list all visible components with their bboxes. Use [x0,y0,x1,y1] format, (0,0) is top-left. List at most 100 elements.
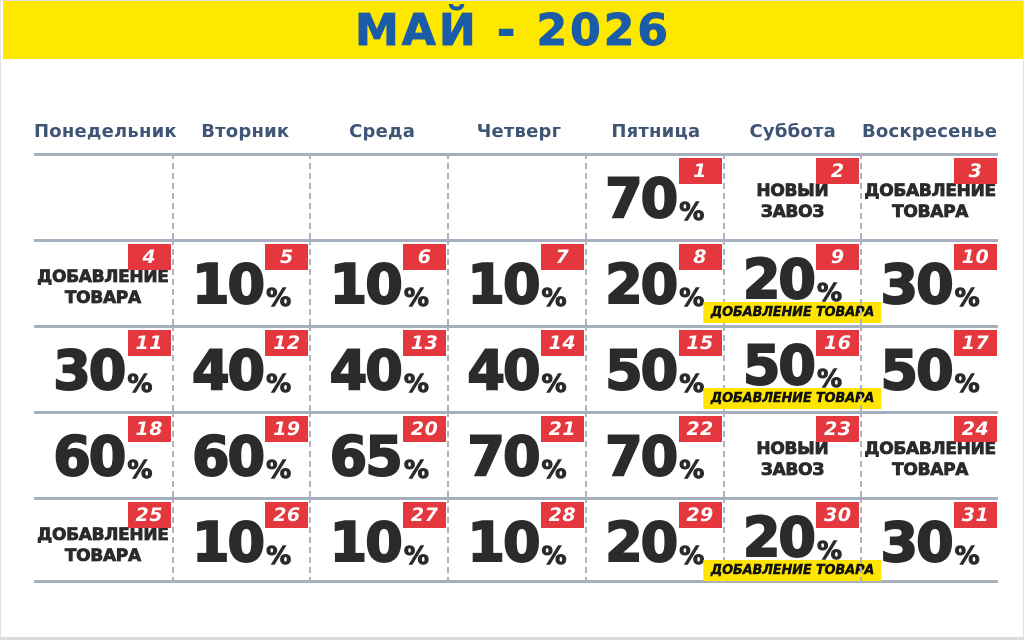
percent-sign: % [679,196,705,226]
day-number-badge: 7 [540,244,584,270]
percent-sign: % [541,454,567,484]
calendar-cell-day-4: 4 ДОБАВЛЕНИЕ ТОВАРА [34,239,172,325]
discount-value: 10% [466,510,567,574]
calendar-cell-day-12: 12 40% [171,325,310,411]
discount-value: 65% [329,428,430,484]
discount-value: 50% [742,337,843,393]
day-number-badge: 27 [403,502,447,528]
percent-sign: % [266,368,292,398]
day-number-badge: 5 [265,244,309,270]
percent-sign: % [127,454,153,484]
discount-value: 60% [191,424,292,488]
event-label-line: ТОВАРА [892,459,969,480]
discount-number: 70 [604,424,679,488]
discount-number: 60 [191,424,266,488]
calendar-cell-day-6: 6 10% [309,239,448,325]
discount-value: 40% [191,342,292,398]
calendar-grid: 1 70% 2 НОВЫЙ ЗАВОЗ 3 ДОБАВЛЕНИЕ ТОВАРА 4 ДОБАВЛЕ… [34,153,998,583]
percent-sign: % [403,540,429,570]
day-number-badge: 6 [403,244,447,270]
discount-value: 30% [52,338,153,402]
day-number-badge: 23 [816,416,860,442]
restock-tag: ДОБАВЛЕНИЕ ТОВАРА [703,388,882,409]
calendar-cell-day-17: 17 50% [860,325,998,411]
event-label: НОВЫЙ ЗАВОЗ [756,439,829,480]
calendar-cell-day-15: 15 50% [584,325,723,411]
discount-number: 10 [466,510,541,574]
calendar-cell-day-23: 23 НОВЫЙ ЗАВОЗ [722,411,861,497]
discount-number: 20 [742,247,817,311]
calendar-cell-day-28: 28 10% [447,497,585,583]
weekday-header-row: Понедельник Вторник Среда Четверг Пятница Суб… [34,111,998,151]
weekday-label-7: Воскресенье [861,120,998,142]
calendar-cell-day-25: 25 ДОБАВЛЕНИЕ ТОВАРА [34,497,172,583]
event-label-line: ДОБАВЛЕНИЕ [37,525,170,546]
day-number-badge: 26 [265,502,309,528]
calendar-cell-day-10: 10 30% [860,239,998,325]
percent-sign: % [266,540,292,570]
discount-value: 10% [191,514,292,570]
calendar-cell-day-20: 20 65% [309,411,448,497]
discount-value: 70% [604,424,705,488]
discount-number: 20 [742,505,817,569]
discount-value: 60% [52,424,153,488]
calendar-cell-empty [309,153,448,239]
event-label-line: ТОВАРА [892,201,969,222]
calendar-cell-day-3: 3 ДОБАВЛЕНИЕ ТОВАРА [860,153,998,239]
day-number-badge: 28 [540,502,584,528]
discount-value: 10% [329,256,430,312]
percent-sign: % [954,368,980,398]
event-label: НОВЫЙ ЗАВОЗ [756,181,829,222]
discount-number: 40 [329,338,404,402]
percent-sign: % [541,540,567,570]
discount-number: 10 [329,510,404,574]
discount-number: 60 [52,424,127,488]
event-label-line: ДОБАВЛЕНИЕ [864,439,997,460]
event-label-line: ЗАВОЗ [760,201,825,222]
calendar-cell-day-30: 30 20% ДОБАВЛЕНИЕ ТОВАРА [703,497,882,583]
discount-value: 40% [329,338,430,402]
percent-sign: % [679,454,705,484]
calendar-cell-day-26: 26 10% [171,497,310,583]
discount-number: 30 [880,252,955,316]
percent-sign: % [403,282,429,312]
calendar-cell-day-1: 1 70% [584,153,723,239]
discount-number: 70 [466,424,541,488]
discount-value: 70% [604,170,705,226]
day-number-badge: 18 [127,416,171,442]
calendar-cell-empty [447,153,585,239]
discount-number: 10 [466,252,541,316]
day-number-badge: 30 [816,502,860,528]
event-label-line: НОВЫЙ [756,181,829,202]
discount-value: 10% [191,256,292,312]
calendar-cell-day-22: 22 70% [584,411,723,497]
calendar-cell-day-18: 18 60% [34,411,172,497]
weekday-label-4: Четверг [476,120,562,142]
discount-number: 30 [52,338,127,402]
restock-tag: ДОБАВЛЕНИЕ ТОВАРА [703,302,882,323]
discount-value: 40% [466,342,567,398]
day-number-badge: 3 [953,158,997,184]
calendar-cell-day-5: 5 10% [171,239,310,325]
weekday-label-3: Среда [349,120,416,142]
day-number-badge: 14 [540,330,584,356]
day-number-badge: 29 [678,502,722,528]
calendar-cell-day-21: 21 70% [447,411,585,497]
percent-sign: % [954,540,980,570]
event-label: ДОБАВЛЕНИЕ ТОВАРА [37,525,170,566]
weekday-label-6: Суббота [749,120,836,142]
event-label: ДОБАВЛЕНИЕ ТОВАРА [864,439,997,480]
calendar-cell-day-7: 7 10% [447,239,585,325]
discount-value: 30% [880,514,981,570]
day-number-badge: 2 [816,158,860,184]
percent-sign: % [954,282,980,312]
discount-number: 20 [604,510,679,574]
day-number-badge: 15 [678,330,722,356]
discount-value: 20% [742,247,843,311]
weekday-label-2: Вторник [201,120,290,142]
percent-sign: % [679,282,705,312]
day-number-badge: 25 [127,502,171,528]
percent-sign: % [403,368,429,398]
discount-value: 10% [466,252,567,316]
weekday-label-1: Понедельник [34,120,177,142]
